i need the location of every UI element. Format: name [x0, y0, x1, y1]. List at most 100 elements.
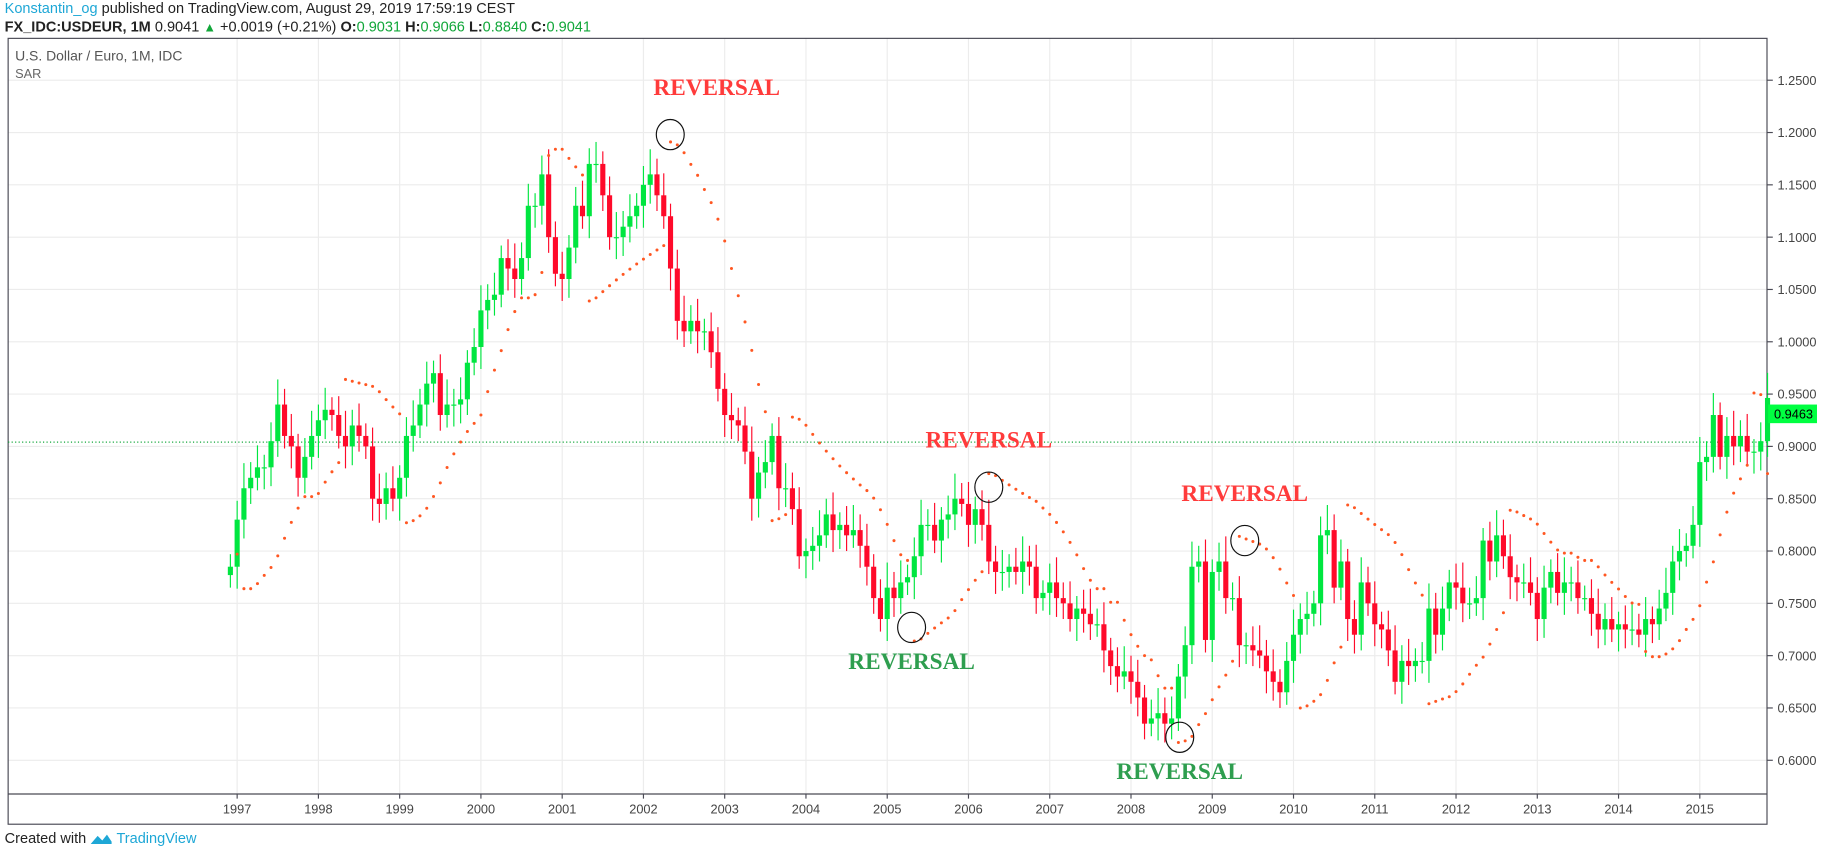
- sar-dot: [1698, 604, 1702, 608]
- x-tick-label: 1998: [304, 802, 332, 817]
- reversal-label: REVERSAL: [925, 428, 1052, 454]
- x-tick-label: 2003: [710, 802, 738, 817]
- y-tick-label: 0.6500: [1777, 701, 1816, 716]
- candle-up: [417, 404, 423, 426]
- candle-up: [620, 226, 626, 238]
- sar-dot: [289, 520, 293, 524]
- candle-up: [444, 404, 450, 416]
- sar-dot: [1454, 690, 1458, 694]
- candle-down: [329, 409, 335, 416]
- sar-dot: [445, 465, 449, 470]
- candle-up: [945, 514, 951, 520]
- candle-up: [309, 435, 315, 457]
- sar-dot: [1115, 600, 1119, 604]
- sar-dot: [1061, 530, 1065, 534]
- candle-down: [1053, 582, 1060, 599]
- sar-dot: [1677, 639, 1682, 643]
- candle-down: [1595, 613, 1601, 630]
- close-value: 0.9041: [546, 18, 591, 35]
- sar-dot: [1495, 627, 1499, 631]
- sar-dot: [1305, 704, 1309, 708]
- sar-dot: [757, 382, 761, 386]
- sar-dot: [736, 294, 740, 298]
- x-tick-label: 2005: [873, 802, 901, 817]
- sar-dot: [973, 578, 977, 582]
- x-tick-label: 2009: [1198, 802, 1226, 817]
- sar-dot: [1440, 697, 1444, 701]
- candle-up: [451, 404, 457, 406]
- candle-up: [458, 399, 464, 405]
- sar-dot: [249, 587, 253, 591]
- low-value: 0.8840: [482, 18, 528, 35]
- candle-up: [1751, 451, 1757, 453]
- symbol-info: FX_IDC:USDEUR, 1M 0.9041 ▲ +0.0019 (+0.2…: [5, 19, 591, 38]
- candle-down: [776, 435, 782, 489]
- candle-down: [1108, 650, 1114, 667]
- sar-dot: [1413, 581, 1417, 585]
- sar-dot: [1048, 512, 1052, 516]
- candle-down: [1087, 613, 1093, 625]
- sar-dot: [459, 440, 463, 444]
- candle-up: [518, 258, 525, 279]
- candle-up: [1175, 676, 1181, 719]
- candle-up: [532, 205, 538, 207]
- candle-down: [546, 174, 552, 238]
- candle-up: [1148, 718, 1154, 724]
- candle-down: [1527, 582, 1534, 593]
- sar-dot: [1617, 587, 1621, 591]
- sar-dot: [1149, 658, 1153, 662]
- sar-dot: [438, 481, 442, 485]
- candle-up: [1764, 397, 1771, 442]
- sar-dot: [310, 495, 314, 499]
- candle-up: [769, 435, 775, 463]
- x-tick-label: 2007: [1036, 802, 1064, 817]
- candle-down: [1135, 681, 1141, 698]
- candle-up: [1074, 608, 1080, 620]
- sar-dot: [418, 514, 422, 518]
- candle-up: [1676, 551, 1683, 562]
- sar-dot: [1332, 661, 1336, 665]
- x-tick-label: 2015: [1686, 802, 1714, 817]
- candle-up: [1243, 645, 1249, 647]
- candle-down: [342, 435, 349, 447]
- last-price-label: 0.9463: [1774, 406, 1813, 421]
- sar-dot: [641, 257, 645, 261]
- sar-dot: [235, 552, 239, 556]
- sar-dot: [1068, 540, 1072, 544]
- candle-up: [837, 524, 843, 531]
- sar-dot: [1129, 633, 1133, 637]
- candle-down: [715, 352, 721, 389]
- sar-dot: [452, 452, 456, 456]
- low-label: L:: [468, 18, 483, 35]
- author-link[interactable]: Konstantin_og: [4, 0, 98, 17]
- candle-up: [485, 299, 491, 311]
- sar-dot: [1711, 560, 1715, 564]
- sar-dot: [1244, 537, 1248, 541]
- sar-dot: [1224, 673, 1228, 677]
- sar-dot: [303, 495, 307, 499]
- sar-dot: [1562, 551, 1566, 555]
- sar-dot: [1373, 523, 1377, 527]
- candle-up: [918, 524, 924, 557]
- sar-dot: [262, 573, 266, 577]
- sar-dot: [1054, 520, 1059, 524]
- candle-down: [1717, 415, 1723, 457]
- candle-up: [1656, 608, 1662, 625]
- candle-up: [1494, 535, 1500, 562]
- candle-up: [613, 237, 619, 239]
- candle-down: [1101, 624, 1107, 651]
- x-tick-label: 2008: [1117, 802, 1145, 817]
- sar-dot: [1393, 541, 1397, 545]
- x-tick-label: 2002: [629, 802, 657, 817]
- sar-dot: [1217, 685, 1221, 689]
- sar-dot: [797, 417, 801, 421]
- candle-down: [1500, 535, 1506, 557]
- sar-dot: [1156, 674, 1160, 678]
- candle-down: [864, 545, 870, 567]
- sar-dot: [1034, 499, 1038, 503]
- tradingview-link[interactable]: TradingView: [116, 830, 197, 847]
- sar-dot: [255, 582, 259, 586]
- sar-dot: [1075, 553, 1079, 557]
- sar-dot: [1752, 391, 1756, 395]
